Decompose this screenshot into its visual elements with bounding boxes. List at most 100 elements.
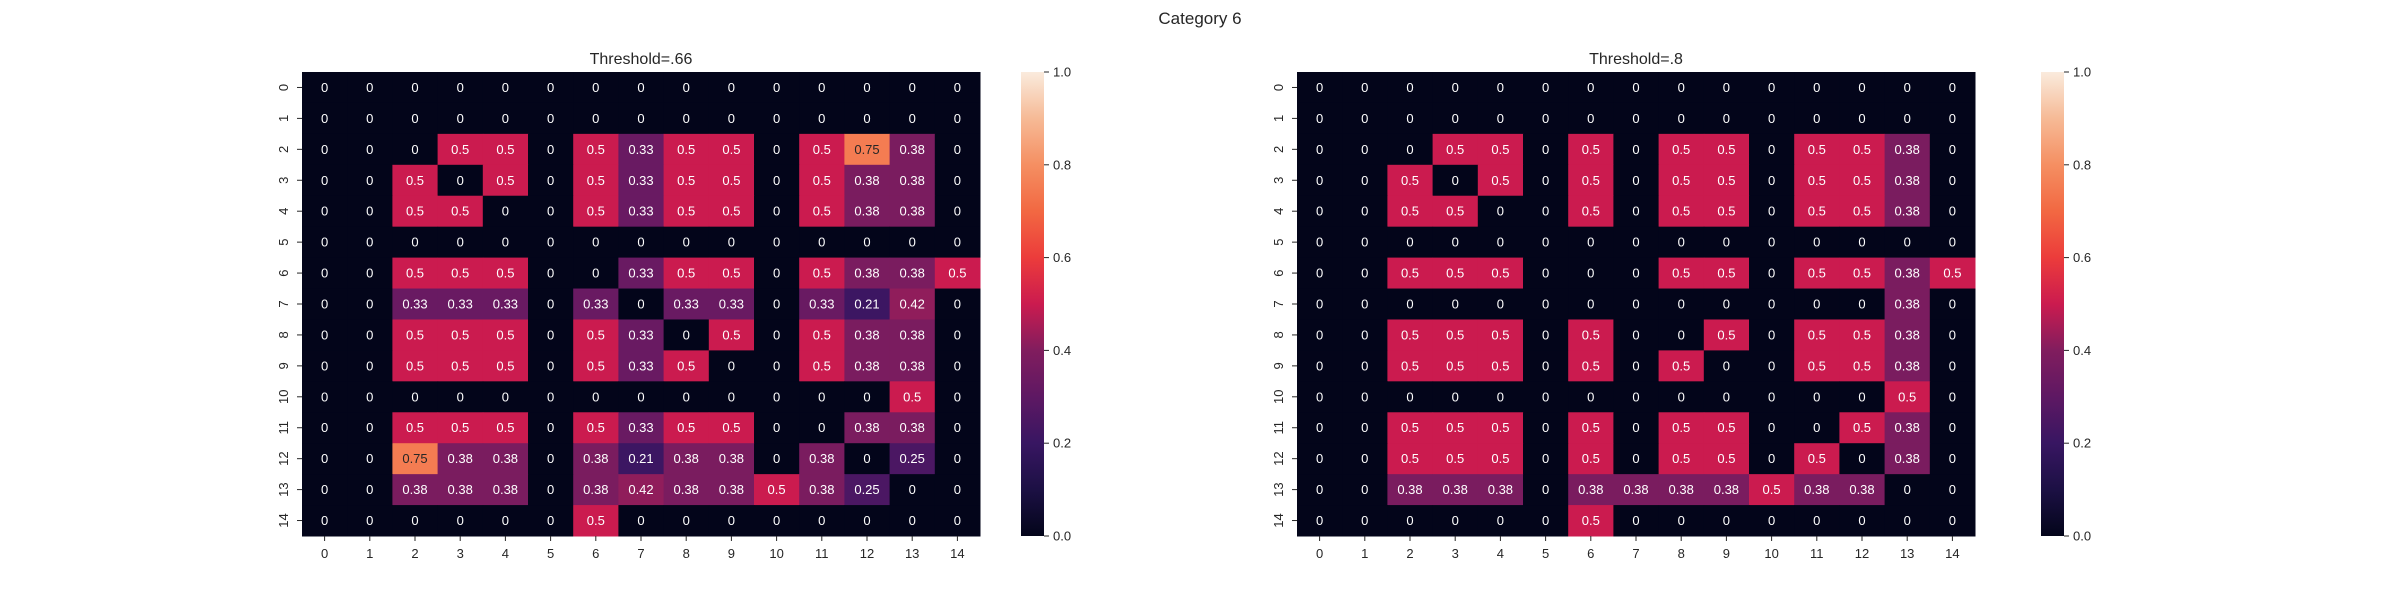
- heatmap-cell-r9-c11: [1794, 350, 1840, 382]
- heatmap-cell-r13-c12: [844, 474, 891, 506]
- heatmap-cell-r7-c13: [889, 288, 936, 320]
- heatmap-cell-r2-c6: [1568, 133, 1614, 166]
- cell-label-r7-c5: 0: [1542, 297, 1549, 312]
- heatmap-cell-r8-c8: [1658, 319, 1705, 351]
- cell-label-r9-c10: 0: [773, 358, 780, 373]
- cell-label-r6-c11: 0.5: [813, 266, 831, 281]
- cell-label-r14-c0: 0: [1316, 513, 1323, 528]
- cell-label-r12-c4: 0.38: [493, 451, 518, 466]
- heatmap-cell-r2-c2: [392, 133, 439, 166]
- cell-label-r9-c0: 0: [1316, 358, 1323, 373]
- cell-label-r10-c7: 0: [637, 389, 644, 404]
- heatmap-cell-r12-c11: [799, 443, 845, 475]
- heatmap-cell-r8-c14: [1929, 319, 1976, 351]
- cell-label-r3-c4: 0.5: [1491, 173, 1509, 188]
- cell-label-r8-c12: 0.5: [1853, 327, 1871, 342]
- heatmap-cell-r14-c9: [1703, 505, 1750, 537]
- heatmap-cell-r13-c8: [663, 474, 710, 506]
- cell-label-r7-c5: 0: [547, 297, 554, 312]
- heatmap-cell-r4-c3: [1432, 195, 1479, 228]
- heatmap-cell-r12-c3: [437, 443, 484, 475]
- heatmap-cell-r13-c13: [1884, 474, 1931, 506]
- colorbar-tick-label-5: 1.0: [2073, 65, 2091, 80]
- cell-label-r11-c7: 0: [1632, 420, 1639, 435]
- cell-label-r13-c2: 0.38: [1397, 482, 1422, 497]
- heatmap-cell-r9-c8: [1658, 350, 1705, 382]
- heatmap-cell-r8-c1: [1342, 319, 1388, 351]
- heatmap-cell-r1-c11: [1794, 102, 1840, 135]
- heatmap-cell-r12-c2: [1387, 443, 1434, 475]
- heatmap-cell-r1-c11: [799, 102, 845, 135]
- heatmap-cell-r0-c3: [437, 72, 484, 104]
- heatmap-cell-r11-c0: [1297, 412, 1343, 444]
- cell-label-r13-c4: 0.38: [493, 482, 518, 497]
- x-tick-label-14: 14: [950, 546, 964, 561]
- heatmap-cell-r0-c0: [1297, 72, 1343, 104]
- heatmap-cell-r9-c10: [754, 350, 800, 382]
- heatmap-cell-r5-c3: [1432, 226, 1479, 259]
- heatmap-cell-r6-c7: [618, 257, 665, 290]
- heatmap-cell-r4-c6: [573, 195, 619, 228]
- cell-label-r7-c9: 0: [1723, 297, 1730, 312]
- cell-label-r7-c4: 0: [1497, 297, 1504, 312]
- heatmap-cell-r8-c7: [618, 319, 665, 351]
- heatmap-cell-r8-c4: [482, 319, 529, 351]
- cell-label-r13-c0: 0: [321, 482, 328, 497]
- heatmap-cell-r7-c12: [1839, 288, 1886, 320]
- cell-label-r10-c0: 0: [321, 389, 328, 404]
- heatmap-cell-r4-c1: [347, 195, 393, 228]
- cell-label-r8-c10: 0: [773, 327, 780, 342]
- heatmap-cell-r11-c10: [1749, 412, 1795, 444]
- cell-label-r14-c12: 0: [863, 513, 870, 528]
- cell-label-r5-c12: 0: [1858, 235, 1865, 250]
- heatmap-cell-r8-c13: [1884, 319, 1931, 351]
- heatmap-cell-r9-c2: [1387, 350, 1434, 382]
- heatmap-cell-r7-c8: [663, 288, 710, 320]
- cell-label-r6-c3: 0.5: [451, 266, 469, 281]
- cell-label-r0-c11: 0: [818, 80, 825, 95]
- cell-label-r9-c2: 0.5: [406, 358, 424, 373]
- heatmap-cell-r12-c1: [347, 443, 393, 475]
- cell-label-r11-c6: 0.5: [1582, 420, 1600, 435]
- heatmap-cell-r7-c2: [392, 288, 439, 320]
- x-tick-label-11: 11: [815, 546, 829, 561]
- heatmap-cell-r13-c0: [1297, 474, 1343, 506]
- cell-label-r2-c7: 0: [1632, 142, 1639, 157]
- cell-label-r14-c8: 0: [1678, 513, 1685, 528]
- cell-label-r6-c13: 0.38: [1895, 266, 1920, 281]
- heatmap-cell-r5-c1: [1342, 226, 1388, 259]
- cell-label-r7-c8: 0.33: [674, 297, 699, 312]
- heatmap-cell-r7-c12: [844, 288, 891, 320]
- heatmap-cell-r0-c8: [663, 72, 710, 104]
- heatmap-cell-r7-c3: [437, 288, 484, 320]
- heatmap-cell-r14-c10: [1749, 505, 1795, 537]
- cell-label-r5-c12: 0: [863, 235, 870, 250]
- heatmap-cell-r9-c6: [573, 350, 619, 382]
- cell-label-r4-c7: 0.33: [628, 204, 653, 219]
- x-tick-label-13: 13: [905, 546, 919, 561]
- heatmap-cell-r1-c5: [1523, 102, 1569, 135]
- heatmap-cell-r13-c8: [1658, 474, 1705, 506]
- heatmap-cell-r0-c8: [1658, 72, 1705, 104]
- heatmap-cell-r9-c14: [1929, 350, 1976, 382]
- heatmap-cell-r10-c12: [1839, 381, 1886, 413]
- cell-label-r2-c0: 0: [1316, 142, 1323, 157]
- colorbar-tick-label-4: 0.8: [1053, 157, 1071, 172]
- cell-label-r8-c2: 0.5: [1401, 327, 1419, 342]
- cell-label-r12-c2: 0.5: [1401, 451, 1419, 466]
- cell-label-r1-c11: 0: [818, 111, 825, 126]
- heatmap-cell-r4-c14: [934, 195, 981, 228]
- cell-label-r2-c9: 0.5: [1717, 142, 1735, 157]
- cell-label-r5-c13: 0: [1904, 235, 1911, 250]
- cell-label-r7-c2: 0: [1406, 297, 1413, 312]
- cell-label-r2-c7: 0.33: [628, 142, 653, 157]
- heatmap-cell-r9-c3: [1432, 350, 1479, 382]
- cell-label-r10-c7: 0: [1632, 389, 1639, 404]
- heatmap-cell-r9-c6: [1568, 350, 1614, 382]
- cell-label-r13-c9: 0.38: [719, 482, 744, 497]
- cell-label-r12-c9: 0.5: [1717, 451, 1735, 466]
- heatmap-cell-r4-c13: [889, 195, 936, 228]
- y-tick-label-0: 0: [1271, 84, 1286, 91]
- heatmap-cell-r2-c5: [1523, 133, 1569, 166]
- cell-label-r0-c7: 0: [1632, 80, 1639, 95]
